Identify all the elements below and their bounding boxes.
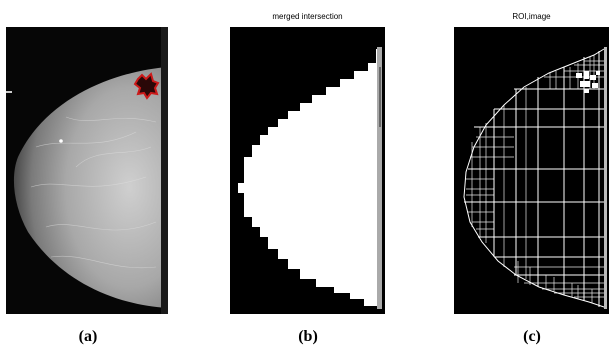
lesion-outline: [133, 72, 160, 100]
panel-c-title: ROI,image: [512, 12, 551, 21]
panel-b-title: merged intersection: [272, 12, 343, 21]
caption-c: (c): [523, 328, 541, 345]
mammogram-panel: [6, 27, 168, 314]
roi-panel: [454, 27, 609, 314]
roi-quadtree-image: [454, 27, 609, 314]
mammogram-image: [6, 27, 168, 314]
caption-b: (b): [298, 328, 318, 345]
lesion-region: [576, 71, 600, 93]
mask-panel: [230, 27, 385, 314]
caption-a: (a): [78, 328, 98, 345]
binary-mask-image: [230, 27, 385, 314]
